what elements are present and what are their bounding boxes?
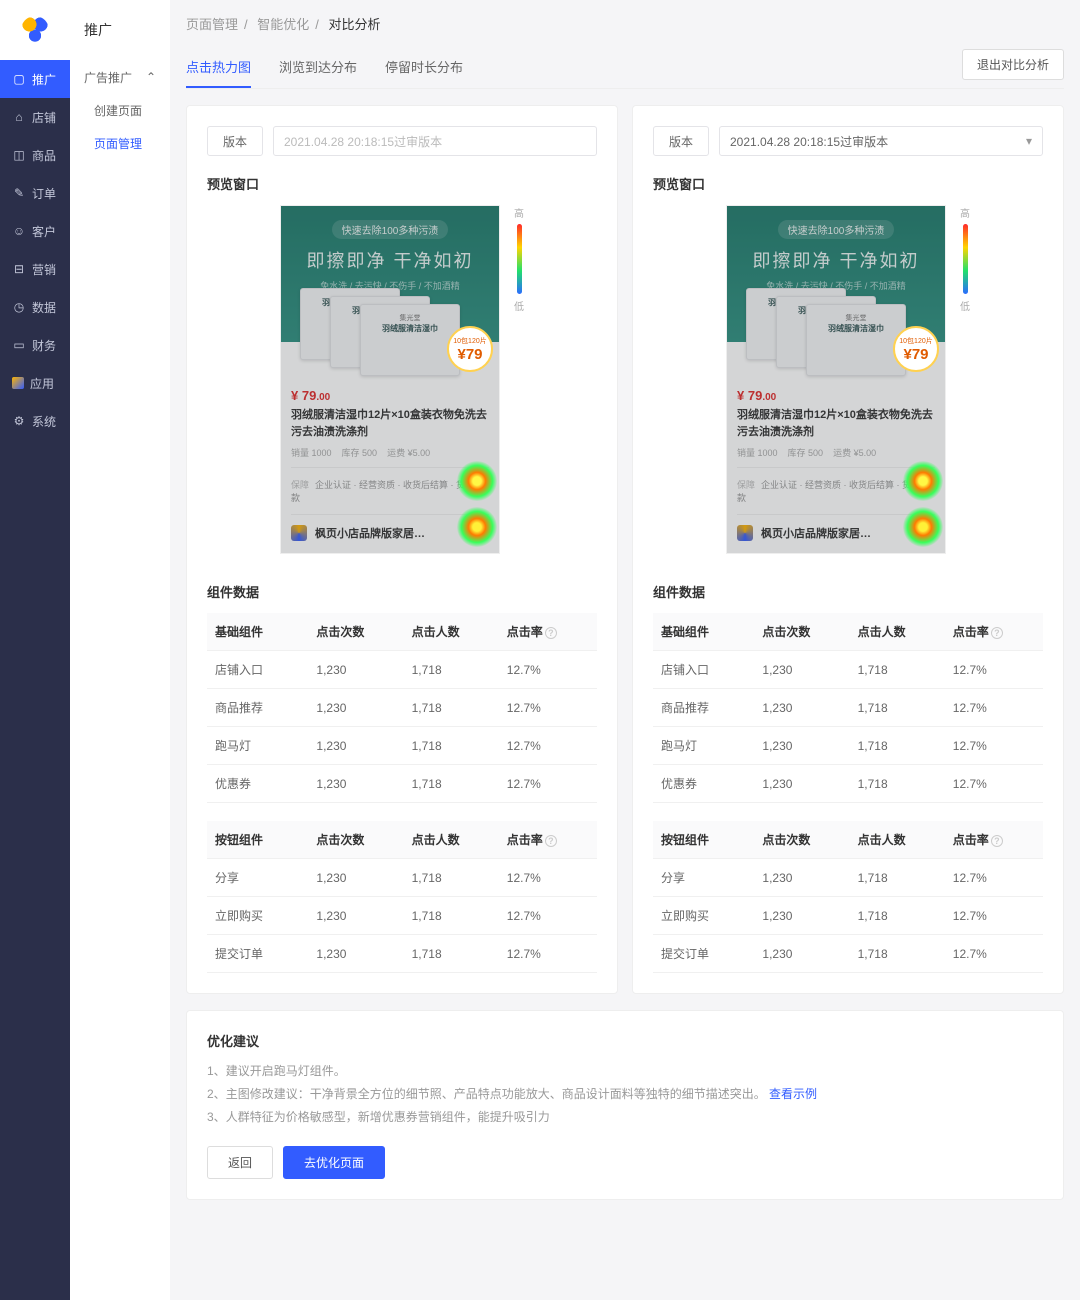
- file-icon: ▢: [12, 72, 26, 86]
- breadcrumb-item[interactable]: 页面管理: [186, 17, 238, 32]
- back-button[interactable]: 返回: [207, 1146, 273, 1179]
- table-row: 商品推荐1,2301,71812.7%: [207, 689, 597, 727]
- rail-item-shop[interactable]: ⌂店铺: [0, 98, 70, 136]
- preview-title: 预览窗口: [207, 174, 597, 193]
- rail-item-finance[interactable]: ▭财务: [0, 326, 70, 364]
- user-icon: ☺: [12, 224, 26, 238]
- breadcrumb-item[interactable]: 智能优化: [257, 17, 309, 32]
- button-tbody-left: 分享1,2301,71812.7%立即购买1,2301,71812.7%提交订单…: [207, 859, 597, 973]
- rail-item-apps[interactable]: 应用: [0, 364, 70, 402]
- tab-reach[interactable]: 浏览到达分布: [279, 47, 357, 88]
- rail-item-goods[interactable]: ◫商品: [0, 136, 70, 174]
- version-select-left[interactable]: 2021.04.28 20:18:15过审版本: [273, 126, 597, 156]
- tabs: 点击热力图 浏览到达分布 停留时长分布: [186, 47, 463, 88]
- version-select-right[interactable]: 2021.04.28 20:18:15过审版本 ▾: [719, 126, 1043, 156]
- marketing-icon: ⊟: [12, 262, 26, 276]
- order-icon: ✎: [12, 186, 26, 200]
- help-icon[interactable]: ?: [991, 835, 1003, 847]
- exit-compare-button[interactable]: 退出对比分析: [962, 49, 1064, 80]
- wallet-icon: ▭: [12, 338, 26, 352]
- table-row: 优惠券1,2301,71812.7%: [653, 765, 1043, 803]
- rail-item-marketing[interactable]: ⊟营销: [0, 250, 70, 288]
- table-row: 优惠券1,2301,71812.7%: [207, 765, 597, 803]
- preview-card: 快速去除100多种污渍 即擦即净 干净如初 免水洗 / 去污快 / 不伤手 / …: [280, 205, 500, 554]
- suggestions-title: 优化建议: [207, 1031, 1043, 1050]
- help-icon[interactable]: ?: [545, 627, 557, 639]
- table-row: 商品推荐1,2301,71812.7%: [653, 689, 1043, 727]
- clock-icon: ◷: [12, 300, 26, 314]
- suggestions-list: 1、建议开启跑马灯组件。 2、主图修改建议：干净背景全方位的细节照、产品特点功能…: [207, 1060, 1043, 1128]
- rail-item-customers[interactable]: ☺客户: [0, 212, 70, 250]
- suggestions-card: 优化建议 1、建议开启跑马灯组件。 2、主图修改建议：干净背景全方位的细节照、产…: [186, 1010, 1064, 1200]
- table-row: 跑马灯1,2301,71812.7%: [207, 727, 597, 765]
- main: 页面管理/ 智能优化/ 对比分析 点击热力图 浏览到达分布 停留时长分布 退出对…: [170, 0, 1080, 1300]
- table-row: 跑马灯1,2301,71812.7%: [653, 727, 1043, 765]
- gear-icon: ⚙: [12, 414, 26, 428]
- compare-panel-left: 版本 2021.04.28 20:18:15过审版本 预览窗口 快速去除100多…: [186, 105, 618, 994]
- breadcrumb-current: 对比分析: [329, 17, 381, 32]
- rail-item-promo[interactable]: ▢推广: [0, 60, 70, 98]
- sidebar-link-create[interactable]: 创建页面: [84, 94, 156, 127]
- apps-icon: [12, 377, 24, 389]
- example-link[interactable]: 查看示例: [769, 1087, 817, 1101]
- table-row: 立即购买1,2301,71812.7%: [653, 897, 1043, 935]
- table-row: 分享1,2301,71812.7%: [653, 859, 1043, 897]
- table-row: 店铺入口1,2301,71812.7%: [653, 651, 1043, 689]
- version-label: 版本: [653, 126, 709, 156]
- chevron-up-icon: ⌃: [146, 70, 156, 84]
- heat-legend: 高 低: [514, 205, 524, 554]
- basic-components-table: 基础组件 点击次数 点击人数 点击率? 店铺入口1,2301,71812.7%商…: [207, 613, 597, 803]
- compare-panel-right: 版本 2021.04.28 20:18:15过审版本 ▾ 预览窗口 快速去除10…: [632, 105, 1064, 994]
- help-icon[interactable]: ?: [545, 835, 557, 847]
- button-tbody-right: 分享1,2301,71812.7%立即购买1,2301,71812.7%提交订单…: [653, 859, 1043, 973]
- table-row: 提交订单1,2301,71812.7%: [653, 935, 1043, 973]
- preview-title: 预览窗口: [653, 174, 1043, 193]
- help-icon[interactable]: ?: [991, 627, 1003, 639]
- rail-item-data[interactable]: ◷数据: [0, 288, 70, 326]
- version-label: 版本: [207, 126, 263, 156]
- heat-spot: [457, 461, 497, 501]
- sidebar-header: 推广: [70, 0, 170, 60]
- table-row: 立即购买1,2301,71812.7%: [207, 897, 597, 935]
- tab-heatmap[interactable]: 点击热力图: [186, 47, 251, 88]
- basic-tbody-left: 店铺入口1,2301,71812.7%商品推荐1,2301,71812.7%跑马…: [207, 651, 597, 803]
- component-data-title: 组件数据: [207, 582, 597, 601]
- chevron-down-icon: ▾: [1026, 134, 1032, 148]
- rail-item-system[interactable]: ⚙系统: [0, 402, 70, 440]
- optimize-button[interactable]: 去优化页面: [283, 1146, 385, 1179]
- sidebar-link-manage[interactable]: 页面管理: [84, 127, 156, 160]
- table-row: 分享1,2301,71812.7%: [207, 859, 597, 897]
- basic-tbody-right: 店铺入口1,2301,71812.7%商品推荐1,2301,71812.7%跑马…: [653, 651, 1043, 803]
- price-bubble: 10包120片 ¥79: [447, 326, 493, 372]
- goods-icon: ◫: [12, 148, 26, 162]
- sidebar: 推广 广告推广 ⌃ 创建页面 页面管理: [70, 0, 170, 1300]
- nav-rail: ▢推广 ⌂店铺 ◫商品 ✎订单 ☺客户 ⊟营销 ◷数据 ▭财务 应用 ⚙系统: [0, 0, 70, 1300]
- sidebar-group-toggle[interactable]: 广告推广 ⌃: [84, 60, 156, 94]
- breadcrumb: 页面管理/ 智能优化/ 对比分析: [186, 14, 1064, 33]
- table-row: 店铺入口1,2301,71812.7%: [207, 651, 597, 689]
- table-row: 提交订单1,2301,71812.7%: [207, 935, 597, 973]
- button-components-table: 按钮组件 点击次数 点击人数 点击率? 分享1,2301,71812.7%立即购…: [207, 821, 597, 973]
- preview-card: 快速去除100多种污渍 即擦即净 干净如初 免水洗 / 去污快 / 不伤手 / …: [726, 205, 946, 554]
- heatmap-overlay: [281, 206, 499, 553]
- rail-item-orders[interactable]: ✎订单: [0, 174, 70, 212]
- tab-duration[interactable]: 停留时长分布: [385, 47, 463, 88]
- heat-spot: [457, 507, 497, 547]
- shop-icon: ⌂: [12, 110, 26, 124]
- logo: [0, 0, 70, 60]
